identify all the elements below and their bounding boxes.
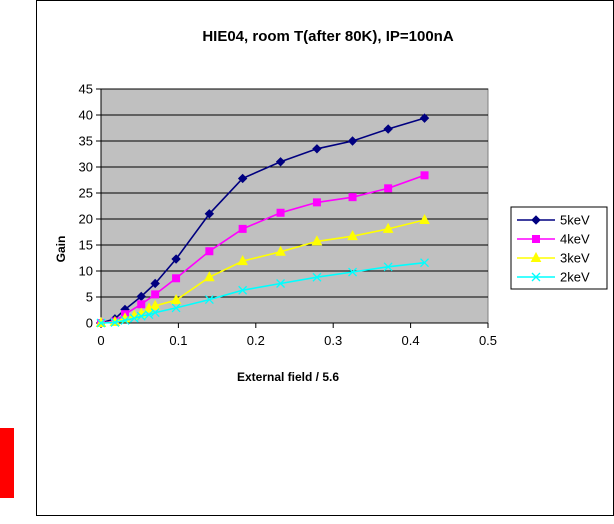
data-point-4keV-8 [276, 208, 285, 217]
x-tick-label: 0.3 [324, 333, 342, 348]
y-tick-label: 5 [86, 290, 93, 305]
data-point-4keV-9 [312, 198, 321, 207]
data-point-4keV-5 [172, 274, 181, 283]
data-point-5keV-10 [347, 136, 358, 146]
y-tick-label: 0 [86, 316, 93, 331]
data-point-3keV-8 [204, 271, 215, 282]
y-tick-label: 25 [79, 186, 93, 201]
x-tick-label: 0.2 [247, 333, 265, 348]
legend: 5keV 4keV 3keV 2keV [510, 206, 608, 290]
data-point-5keV-6 [204, 209, 215, 219]
data-point-2keV-4 [136, 311, 146, 321]
x-axis-label: External field / 5.6 [237, 370, 339, 384]
data-point-5keV-5 [171, 254, 181, 264]
series-2keV [96, 258, 429, 328]
chart-title: HIE04, room T(after 80K), IP=100nA [202, 28, 453, 45]
data-point-3keV-12 [347, 230, 358, 241]
data-point-2keV-3 [129, 313, 139, 323]
data-point-3keV-11 [311, 235, 323, 246]
data-point-2keV-7 [171, 303, 181, 313]
data-point-4keV-10 [348, 193, 357, 202]
series-layer [95, 113, 430, 328]
legend-marker-4keV [532, 235, 540, 243]
y-tick-label: 15 [79, 238, 93, 253]
data-point-5keV-7 [237, 173, 248, 184]
y-axis-label: Gain [54, 236, 68, 263]
legend-label-2keV: 2keV [560, 270, 590, 285]
data-point-2keV-14-stroke-b [420, 258, 429, 268]
data-point-3keV-9 [237, 255, 248, 266]
data-point-2keV-13 [383, 262, 393, 272]
data-point-2keV-9 [238, 285, 248, 295]
data-point-2keV-8-stroke-b [204, 295, 214, 305]
y-tick-label: 20 [79, 212, 93, 227]
legend-marker-2keV-stroke-b [531, 272, 541, 282]
data-point-4keV-3 [137, 300, 146, 309]
legend-label-3keV: 3keV [560, 251, 590, 266]
data-point-2keV-4-stroke-b [136, 311, 146, 321]
x-tick-label: 0 [97, 333, 104, 348]
x-tick-label: 0.4 [402, 333, 420, 348]
data-point-2keV-2-stroke-b [120, 315, 130, 325]
data-point-2keV-5-stroke-b [144, 310, 154, 320]
data-point-2keV-6-stroke-b [150, 308, 160, 318]
data-point-5keV-11 [383, 124, 393, 134]
y-tick-label: 10 [79, 264, 93, 279]
y-tick-label: 30 [79, 160, 93, 175]
x-tick-labels: 0 0.1 0.2 0.3 0.4 0.5 [97, 333, 497, 348]
data-point-2keV-12 [348, 267, 358, 277]
data-point-2keV-11 [312, 272, 322, 282]
legend-label-5keV: 5keV [560, 213, 590, 228]
data-point-2keV-12-stroke-b [348, 267, 358, 277]
data-point-3keV-7 [170, 294, 182, 305]
data-point-2keV-7-stroke-b [171, 303, 181, 313]
data-point-2keV-3-stroke-b [129, 313, 139, 323]
data-point-5keV-12 [419, 113, 430, 123]
data-point-2keV-8 [204, 295, 214, 305]
data-point-2keV-1-stroke-b [110, 318, 120, 327]
data-point-5keV-9 [312, 144, 322, 154]
data-point-3keV-14 [419, 213, 430, 225]
x-tick-label: 0.5 [479, 333, 497, 348]
data-point-4keV-11 [384, 184, 393, 193]
legend-marker-2keV [531, 272, 541, 282]
data-point-2keV-1 [110, 318, 120, 327]
y-tick-labels: 0 5 10 15 20 25 30 35 40 45 [79, 82, 93, 331]
red-marker-block [0, 428, 14, 498]
data-point-5keV-8 [275, 157, 286, 167]
data-point-2keV-13-stroke-b [383, 262, 393, 272]
data-point-2keV-6 [150, 308, 160, 318]
data-point-4keV-4 [151, 290, 160, 299]
y-tick-label: 45 [79, 82, 93, 97]
data-point-2keV-5 [144, 310, 154, 320]
legend-marker-3keV [530, 251, 542, 262]
data-point-3keV-10 [275, 245, 286, 256]
legend-marker-5keV [531, 215, 541, 225]
data-point-2keV-0 [96, 318, 106, 328]
x-tick-label: 0.1 [169, 333, 187, 348]
legend-label-4keV: 4keV [560, 232, 590, 247]
data-point-2keV-9-stroke-b [238, 285, 248, 295]
data-point-4keV-6 [205, 247, 214, 256]
data-point-3keV-13 [382, 222, 394, 233]
data-point-3keV-6 [149, 299, 161, 310]
legend-items: 5keV 4keV 3keV 2keV [517, 213, 590, 285]
data-point-4keV-7 [238, 224, 247, 233]
y-tick-label: 35 [79, 134, 93, 149]
data-point-2keV-11-stroke-b [312, 272, 322, 282]
data-point-2keV-10-stroke-b [276, 279, 286, 288]
data-point-2keV-2 [120, 315, 130, 325]
data-point-2keV-0-stroke-b [96, 318, 106, 328]
y-tick-label: 40 [79, 108, 93, 123]
data-point-5keV-4 [150, 278, 160, 289]
data-point-2keV-10 [276, 279, 286, 288]
data-point-2keV-14 [420, 258, 429, 268]
data-point-4keV-12 [420, 171, 429, 180]
plot-area [100, 88, 489, 324]
